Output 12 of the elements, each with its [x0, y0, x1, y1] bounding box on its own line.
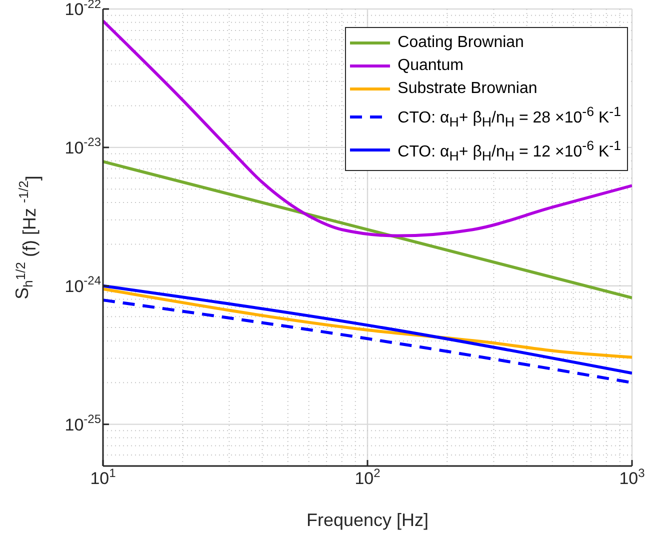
x-tick-label: 10$^{2}$ — [354, 466, 381, 488]
x-axis-title: Frequency [Hz] — [306, 510, 429, 530]
legend-label: Coating Brownian — [398, 33, 524, 53]
y-tick-label: 10$^{-25}$ — [64, 412, 102, 434]
legend-label: Quantum — [398, 56, 464, 76]
text: CTO: α$_{H}$+ β$_{H}$/n$_{H}$ = 12 ×10$^{-6}$ K$^{-1}$ — [398, 138, 621, 164]
text: CTO: α$_{H}$+ β$_{H}$/n$_{H}$ = 28 ×10$^{-6}$ K$^{-1}$ — [398, 104, 621, 130]
y-tick-label: 10$^{-23}$ — [64, 135, 102, 158]
legend-label: Substrate Brownian — [398, 79, 538, 99]
x-tick-label: 10$^{3}$ — [619, 466, 646, 488]
y-tick-label: 10$^{-24}$ — [64, 274, 102, 296]
x-tick-label: 10$^{1}$ — [90, 466, 116, 488]
